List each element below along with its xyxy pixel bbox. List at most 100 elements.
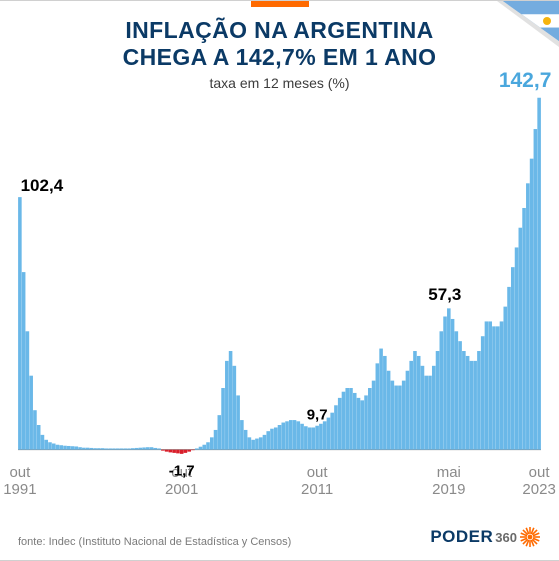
bar	[157, 448, 161, 449]
bar	[376, 363, 380, 449]
bar	[440, 331, 444, 449]
bar	[398, 386, 402, 450]
bar	[165, 450, 169, 452]
bar	[26, 331, 30, 449]
bar	[233, 366, 237, 450]
title-block: INFLAÇÃO NA ARGENTINA CHEGA A 142,7% EM …	[0, 1, 559, 91]
bar	[443, 316, 447, 449]
bar	[172, 450, 176, 453]
bar	[255, 439, 259, 450]
bar	[48, 442, 52, 449]
bar	[455, 331, 459, 449]
bar	[146, 447, 150, 449]
bar	[424, 376, 428, 450]
bar	[409, 361, 413, 450]
bar	[334, 405, 338, 449]
bar	[82, 448, 86, 450]
bar	[244, 430, 248, 450]
bar	[315, 426, 319, 450]
bar	[138, 448, 142, 450]
bar	[308, 427, 312, 449]
bar	[447, 308, 451, 449]
bar	[97, 448, 101, 449]
bar	[293, 420, 297, 450]
bar	[86, 448, 90, 450]
bar	[357, 398, 361, 450]
bar	[142, 447, 146, 449]
data-callout: 57,3	[428, 285, 461, 305]
bar	[206, 442, 210, 449]
bar	[187, 450, 191, 452]
bar	[534, 129, 538, 450]
bar	[473, 361, 477, 450]
bar	[248, 437, 252, 449]
bar	[41, 435, 45, 450]
bar	[270, 429, 274, 450]
bar	[229, 351, 233, 450]
bar	[349, 388, 353, 450]
bar	[259, 437, 263, 449]
chart-title-line2: CHEGA A 142,7% EM 1 ANO	[0, 44, 559, 71]
bar	[312, 427, 316, 449]
bar	[406, 371, 410, 450]
bar	[37, 425, 41, 450]
bar	[202, 445, 206, 450]
bar	[120, 448, 124, 449]
x-axis: out1991out2001out2011mai2019out2023	[18, 464, 541, 504]
bar	[33, 410, 37, 449]
bar	[522, 208, 526, 450]
bar	[297, 421, 301, 449]
bar	[421, 366, 425, 450]
bar	[488, 321, 492, 449]
bar	[274, 427, 278, 449]
bar	[108, 448, 112, 449]
chart-subtitle: taxa em 12 meses (%)	[0, 75, 559, 91]
bar	[383, 356, 387, 450]
bar	[184, 450, 188, 453]
bar	[507, 287, 511, 450]
bar	[394, 386, 398, 450]
bar	[195, 448, 199, 449]
bar	[56, 445, 60, 450]
bar	[218, 415, 222, 450]
bar	[169, 450, 173, 453]
bar	[63, 446, 67, 450]
bar	[101, 448, 105, 449]
bar	[123, 448, 127, 449]
bar	[29, 376, 33, 450]
bar	[131, 448, 135, 449]
bar	[458, 341, 462, 450]
bar	[466, 356, 470, 450]
logo-text: PODER	[430, 527, 493, 547]
x-tick: out2011	[301, 464, 333, 499]
data-callout: 102,4	[21, 176, 64, 196]
bar	[519, 228, 523, 450]
bar	[515, 247, 519, 449]
bar	[304, 426, 308, 449]
bar	[93, 448, 97, 449]
bar	[44, 440, 48, 450]
bar	[22, 272, 26, 450]
bar	[530, 159, 534, 450]
bar	[210, 437, 214, 449]
publisher-logo: PODER 360	[430, 526, 541, 548]
bar	[503, 307, 507, 450]
bar	[372, 381, 376, 450]
bar	[116, 448, 120, 449]
bar	[402, 381, 406, 450]
bar	[342, 392, 346, 450]
bar	[364, 395, 368, 449]
bar	[59, 445, 63, 449]
logo-number: 360	[495, 530, 517, 545]
bar	[492, 326, 496, 449]
bar	[263, 435, 267, 450]
bar	[481, 336, 485, 449]
bar	[345, 388, 349, 450]
bar	[214, 430, 218, 450]
chart-card: INFLAÇÃO NA ARGENTINA CHEGA A 142,7% EM …	[0, 0, 559, 561]
source-text: fonte: Indec (Instituto Nacional de Esta…	[18, 536, 291, 548]
bar	[285, 421, 289, 449]
bar	[154, 448, 158, 450]
bar	[379, 349, 383, 450]
bar	[71, 446, 75, 449]
